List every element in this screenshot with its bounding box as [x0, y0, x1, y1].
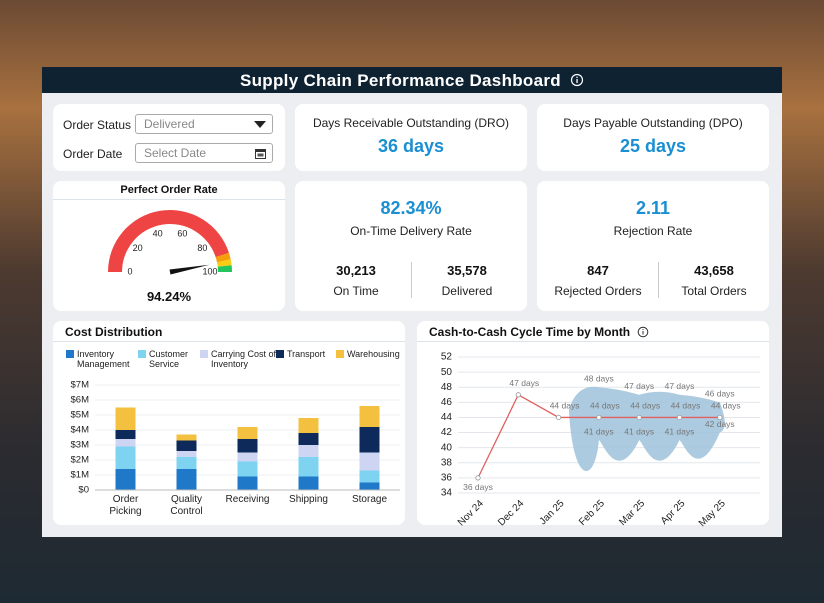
kpi-label: On-Time Delivery Rate: [350, 224, 472, 238]
detail-value: 43,658: [694, 263, 734, 278]
detail-value: 30,213: [336, 263, 376, 278]
gauge-value: 94.24%: [146, 289, 192, 304]
kpi-value: 82.34%: [380, 198, 442, 218]
dro-card: Days Receivable Outstanding (DRO) 36 day…: [295, 104, 527, 171]
chart-title-text: Cash-to-Cash Cycle Time by Month: [429, 325, 631, 339]
kpi-value: 25 days: [619, 136, 687, 156]
legend-label: Inventory Management: [77, 349, 130, 369]
order-date-input[interactable]: Select Date: [135, 143, 273, 163]
chart-title: Cash-to-Cash Cycle Time by Month: [429, 325, 649, 339]
header-title: Supply Chain Performance Dashboard: [239, 71, 561, 90]
filter-label: Order Date: [63, 147, 123, 161]
kpi-label: Days Receivable Outstanding (DRO): [312, 116, 510, 130]
x-tick-label: Shipping: [289, 494, 328, 505]
kpi-value: 2.11: [635, 198, 671, 218]
kpi-value: 36 days: [377, 136, 445, 156]
filters-card: Order Status Delivered Order Date Select…: [53, 104, 285, 171]
divider: [53, 199, 285, 200]
x-tick-label: Receiving: [225, 494, 270, 505]
detail-label: On Time: [333, 284, 379, 298]
legend-label: Customer Service: [149, 349, 189, 369]
dashboard: Supply Chain Performance Dashboard Order…: [42, 67, 782, 537]
kpi-label: Rejection Rate: [613, 224, 693, 238]
select-value: Delivered: [144, 117, 195, 131]
divider: [417, 341, 769, 342]
calendar-icon: [255, 149, 266, 159]
divider: [658, 262, 659, 298]
header: Supply Chain Performance Dashboard: [42, 67, 782, 93]
x-tick-label: Order Picking: [109, 494, 142, 517]
divider: [411, 262, 412, 298]
gauge-title: Perfect Order Rate: [120, 184, 218, 196]
divider: [53, 341, 405, 342]
dpo-card: Days Payable Outstanding (DPO) 25 days: [537, 104, 769, 171]
detail-value: 847: [587, 263, 609, 278]
detail-label: Total Orders: [681, 284, 747, 298]
detail-label: Delivered: [441, 284, 493, 298]
cost-card: Cost Distribution: [53, 321, 405, 525]
dropdown-arrow: [254, 121, 266, 128]
gauge-card: Perfect Order Rate 94.24%: [53, 181, 285, 311]
info-icon[interactable]: [637, 326, 649, 338]
x-tick-label: Quality Control: [170, 494, 203, 517]
rejection-card: 2.11 Rejection Rate 847 Rejected Orders …: [537, 181, 769, 311]
legend-label: Warehousing: [347, 349, 400, 359]
order-status-select[interactable]: Delivered: [135, 114, 273, 134]
detail-label: Rejected Orders: [554, 284, 642, 298]
info-icon[interactable]: [570, 73, 584, 87]
cash-card: Cash-to-Cash Cycle Time by Month: [417, 321, 769, 525]
kpi-label: Days Payable Outstanding (DPO): [563, 116, 743, 130]
on-time-card: 82.34% On-Time Delivery Rate 30,213 On T…: [295, 181, 527, 311]
filter-label: Order Status: [63, 118, 132, 132]
detail-value: 35,578: [447, 263, 487, 278]
chart-title: Cost Distribution: [65, 325, 163, 339]
date-placeholder: Select Date: [144, 146, 207, 160]
x-tick-label: Storage: [351, 494, 388, 505]
legend-label: Carrying Cost of Inventory: [211, 349, 277, 369]
legend-label: Transport: [287, 349, 326, 359]
